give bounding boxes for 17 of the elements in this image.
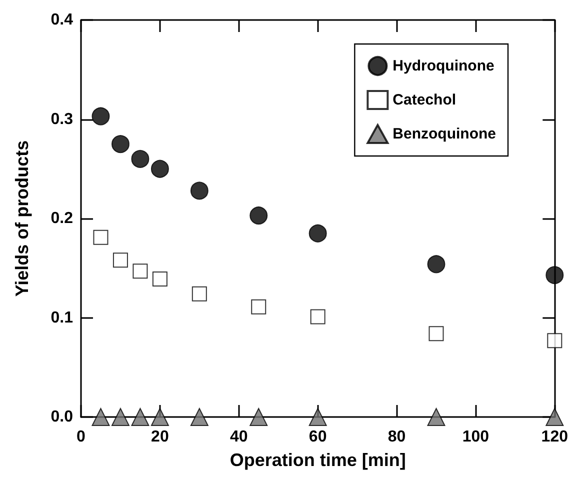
y-tick-label: 0.0 — [50, 408, 74, 426]
x-tick-label: 60 — [308, 428, 327, 446]
y-tick-label: 0.2 — [50, 210, 74, 227]
x-tick-label: 40 — [230, 428, 248, 446]
x-tick-label: 100 — [462, 428, 490, 446]
x-tick-label: 20 — [151, 428, 169, 446]
y-tick-label: 0.1 — [50, 309, 74, 326]
x-axis-title: Operation time [min] — [230, 450, 406, 470]
legend-label: Benzoquinone — [392, 126, 496, 142]
y-tick-label: 0.4 — [50, 12, 74, 28]
x-tick-label: 80 — [388, 428, 406, 446]
y-axis-title: Yields of products — [12, 140, 32, 297]
y-tick-label: 0.3 — [50, 110, 74, 128]
x-tick-label: 120 — [541, 428, 568, 446]
legend-label: Hydroquinone — [392, 58, 494, 74]
x-tick-label: 0 — [76, 428, 86, 446]
legend-label: Catechol — [392, 92, 456, 108]
